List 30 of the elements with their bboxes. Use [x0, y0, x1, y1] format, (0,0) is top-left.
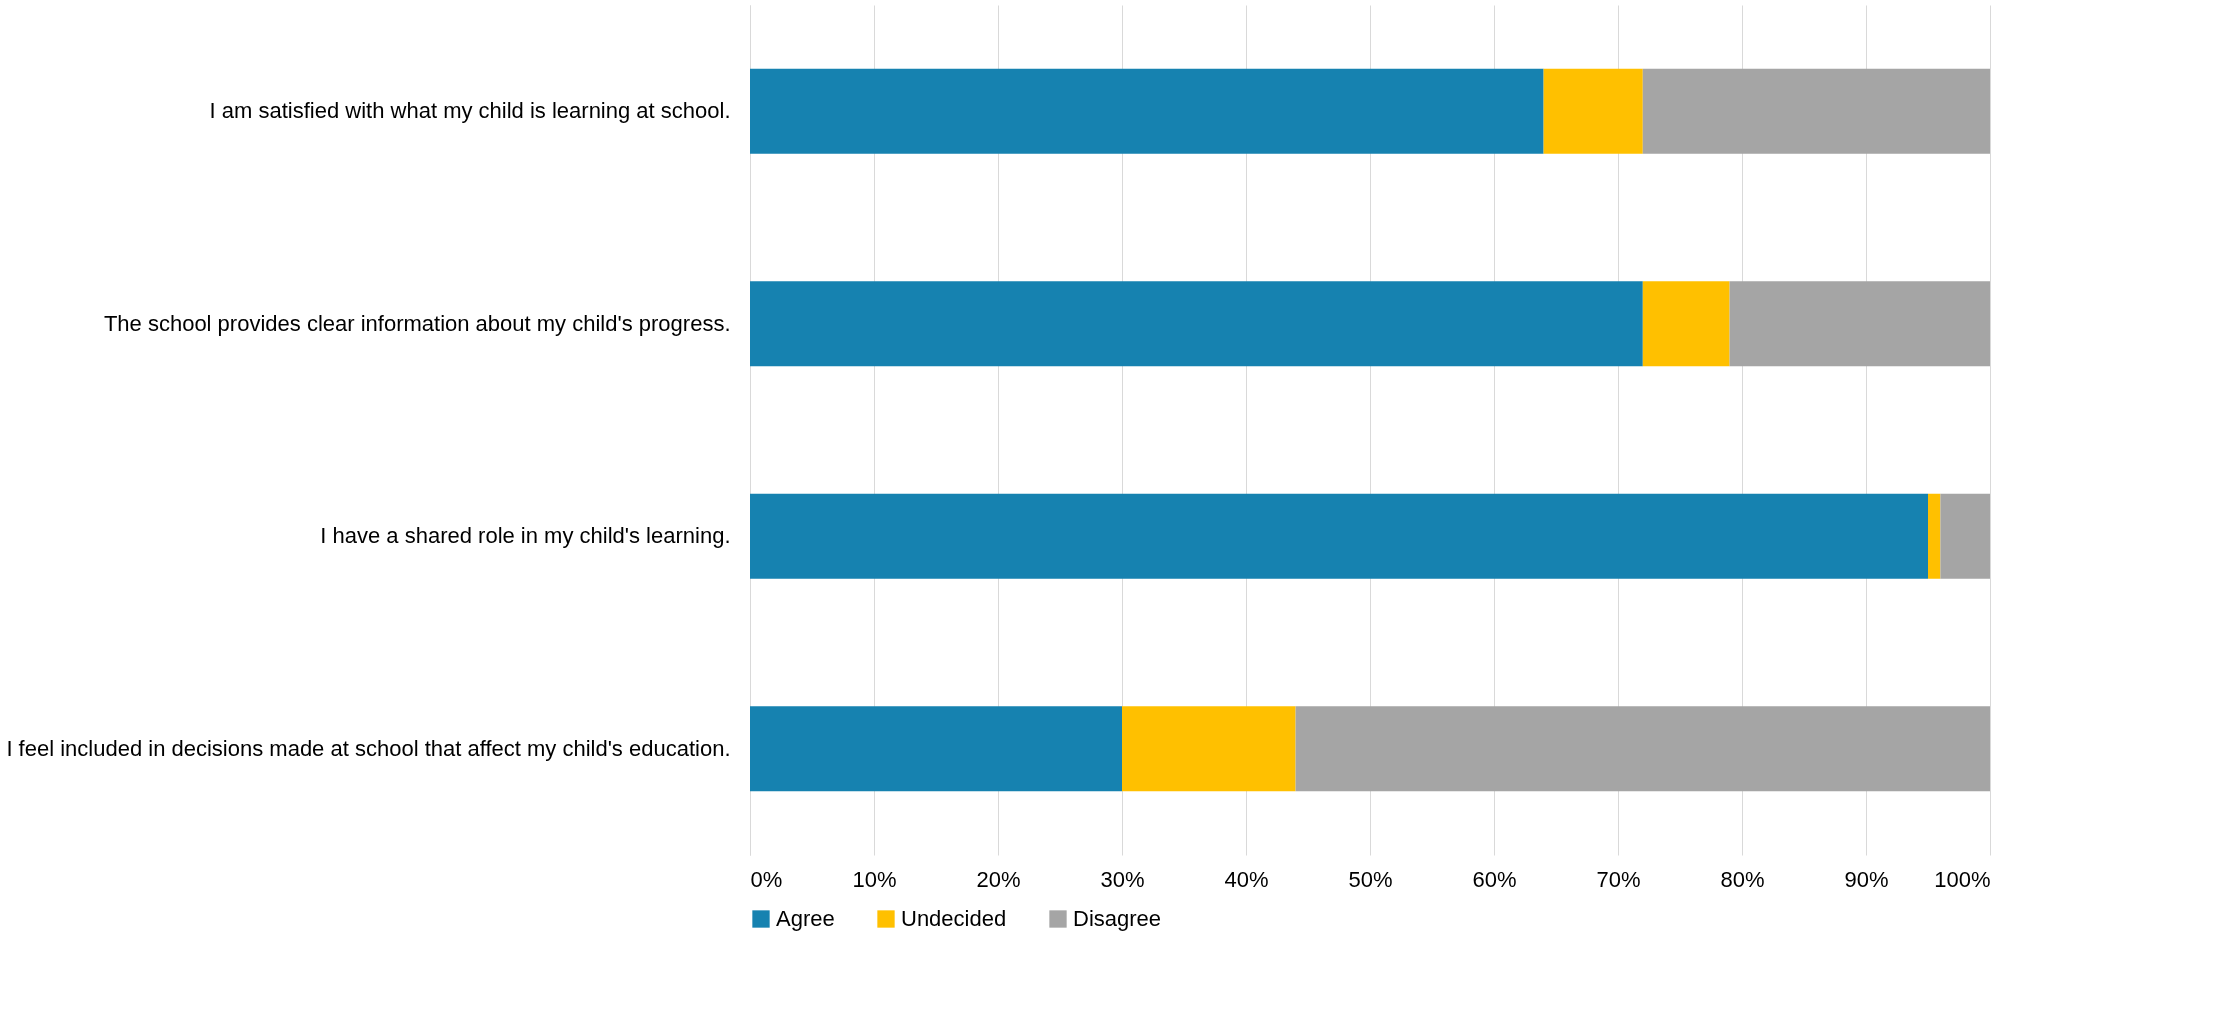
x-tick-label: 10% [852, 866, 897, 892]
bar [750, 281, 1643, 367]
x-tick-label: 60% [1472, 866, 1517, 892]
x-tick-label: 100% [1934, 866, 1991, 892]
y-tick-label: I have a shared role in my child's learning. [320, 523, 731, 549]
bar [750, 706, 1122, 792]
x-tick-label: 80% [1720, 866, 1765, 892]
x-tick-label: 50% [1348, 866, 1393, 892]
legend-label: Agree [776, 906, 835, 931]
y-tick-label: I feel included in decisions made at school that affect my child's education. [6, 735, 731, 761]
x-tick-label: 90% [1844, 866, 1889, 892]
bar [1642, 68, 1990, 154]
bar [1940, 493, 1990, 579]
bar [750, 493, 1928, 579]
bar [1642, 281, 1730, 367]
x-tick-label: 40% [1224, 866, 1269, 892]
bar [1928, 493, 1941, 579]
y-tick-label: The school provides clear information about my child's progress. [103, 310, 731, 336]
bar [750, 68, 1544, 154]
bar [1729, 281, 1990, 367]
bar [1543, 68, 1643, 154]
y-tick-label: I am satisfied with what my child is learning at school. [209, 98, 731, 124]
legend-label: Disagree [1073, 906, 1162, 931]
x-tick-label: 70% [1596, 866, 1641, 892]
bar [1295, 706, 1990, 792]
legend-label: Undecided [901, 906, 1007, 931]
bar [1122, 706, 1296, 792]
x-tick-label: 20% [976, 866, 1021, 892]
x-tick-label: 30% [1100, 866, 1145, 892]
x-tick-label: 0% [750, 866, 783, 892]
